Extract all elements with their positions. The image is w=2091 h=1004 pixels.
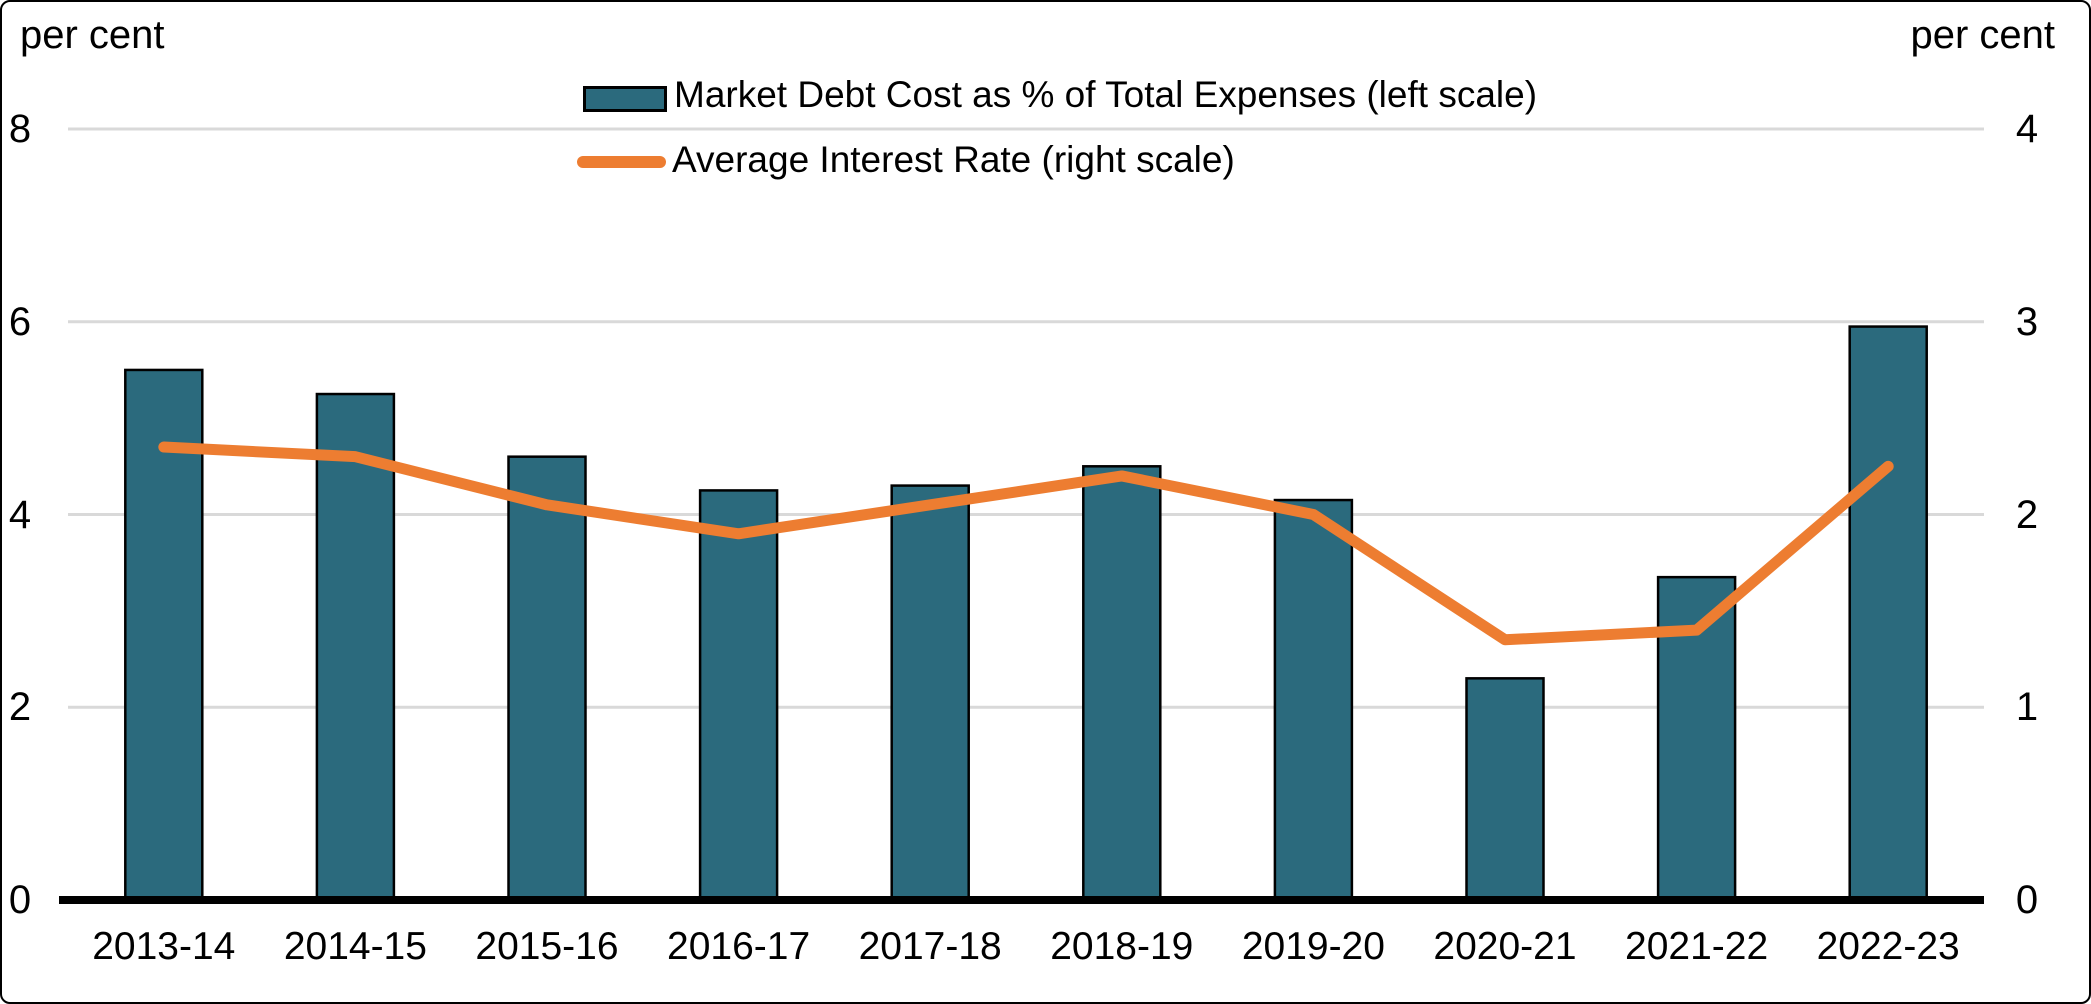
left-axis-tick-label: 8 <box>8 107 32 151</box>
gridline <box>68 127 1984 131</box>
right-axis-tick-label: 1 <box>2015 685 2039 730</box>
x-axis-label: 2021-22 <box>1625 925 1769 968</box>
bar <box>1465 677 1545 904</box>
bar <box>315 392 396 904</box>
bar <box>1848 325 1928 904</box>
x-axis-label: 2015-16 <box>475 925 619 968</box>
bar <box>1273 498 1354 904</box>
trend-line <box>158 441 1894 646</box>
right-axis-tick-label: 0 <box>2015 878 2039 922</box>
gridline <box>68 320 1984 324</box>
bar <box>698 489 779 904</box>
x-axis-label: 2016-17 <box>667 925 811 968</box>
bar <box>1082 465 1162 904</box>
gridline <box>68 513 1984 516</box>
right-axis-tick-label: 3 <box>2015 299 2039 344</box>
left-axis-tick-label: 2 <box>8 685 32 730</box>
right-axis-tick-label: 2 <box>2015 492 2039 537</box>
line-series-legend-label: Average Interest Rate (right scale) <box>672 139 1235 180</box>
x-axis-label: 2020-21 <box>1433 925 1577 968</box>
left-axis-title: per cent <box>20 13 165 57</box>
x-axis-label: 2019-20 <box>1241 925 1385 968</box>
x-axis-label: 2013-14 <box>92 925 236 968</box>
gridline <box>68 705 1984 709</box>
left-axis-tick-label: 4 <box>8 492 32 537</box>
left-axis-tick-label: 0 <box>8 878 32 922</box>
x-axis-label: 2017-18 <box>858 925 1002 968</box>
right-axis-title: per cent <box>1910 13 2055 57</box>
x-axis-line <box>59 896 1984 904</box>
line-series-swatch-icon <box>577 156 666 168</box>
x-axis-label: 2022-23 <box>1816 925 1960 968</box>
left-axis-tick-label: 6 <box>8 299 32 344</box>
right-axis-tick-label: 4 <box>2015 107 2039 151</box>
bar <box>507 455 587 904</box>
x-axis-label: 2014-15 <box>283 925 427 968</box>
bar-series-legend-label: Market Debt Cost as % of Total Expenses … <box>674 74 1538 115</box>
x-axis-label: 2018-19 <box>1050 925 1194 968</box>
bar <box>890 484 970 904</box>
bar-series-swatch-icon <box>583 86 667 112</box>
